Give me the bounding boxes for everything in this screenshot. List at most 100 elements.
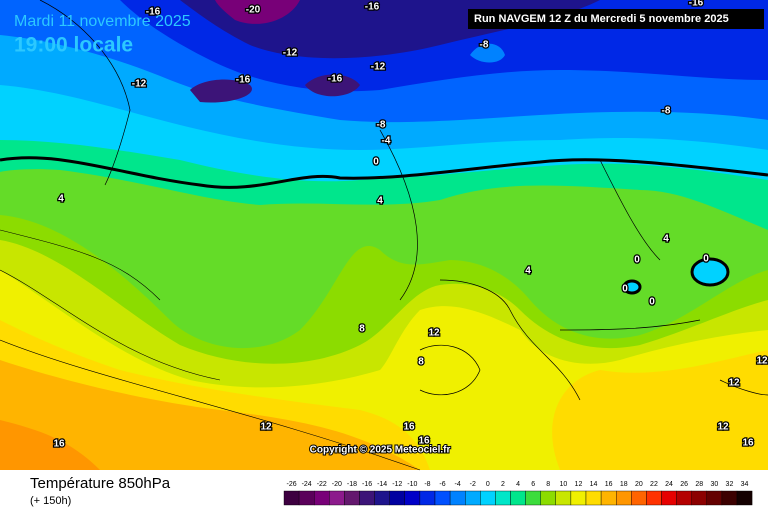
map: -16 -20 -16 -16-8-12-12 -16 -16-12-8-8-404 444… xyxy=(0,0,768,471)
contour-labels: -16 -20 -16 -16-8-12-12 -16 -16-12-8-8-404 444… xyxy=(52,0,768,451)
contour-label: -20 xyxy=(246,5,261,16)
legend-swatch xyxy=(676,490,692,506)
contour-label: -12 xyxy=(283,48,298,59)
contour-label: -4 xyxy=(382,136,391,147)
contour-label: 12 xyxy=(756,356,768,367)
legend-swatch xyxy=(616,490,632,506)
contour-label: -16 xyxy=(236,75,251,86)
legend-swatch xyxy=(736,490,753,506)
contour-label: 8 xyxy=(359,324,365,335)
legend-label: -4 xyxy=(455,481,461,488)
contour-label: 0 xyxy=(649,297,655,308)
run-info: Run NAVGEM 12 Z du Mercredi 5 novembre 2… xyxy=(474,13,729,25)
legend-swatch xyxy=(298,490,315,506)
contour-label: 12 xyxy=(728,378,740,389)
legend-label: 30 xyxy=(710,481,718,488)
legend-label: 22 xyxy=(650,481,658,488)
contour-label: -8 xyxy=(662,106,671,117)
legend-label: 8 xyxy=(546,481,550,488)
legend-label: -12 xyxy=(392,481,402,488)
legend-swatch xyxy=(359,490,375,506)
legend-swatch xyxy=(510,490,526,506)
legend-label: 26 xyxy=(680,481,688,488)
contour-label: 12 xyxy=(260,422,272,433)
coastline xyxy=(39,0,768,401)
legend-label: 4 xyxy=(516,481,520,488)
legend-label: -6 xyxy=(439,481,445,488)
legend-label: 24 xyxy=(665,481,673,488)
contour-label: 0 xyxy=(634,255,640,266)
footer: Température 850hPa (+ 150h) -2 6 -24 -22 -20… xyxy=(30,475,753,507)
temp-zone xyxy=(470,43,505,63)
copyright: Copyright © 2025 Meteociel.fr xyxy=(310,445,451,456)
legend-label: 14 xyxy=(590,481,598,488)
contour-label: -16 xyxy=(146,7,161,18)
contour-label: -16 xyxy=(328,74,343,85)
cold-pocket xyxy=(622,279,642,295)
legend-swatch xyxy=(600,490,617,506)
legend-label: -10 xyxy=(407,481,417,488)
legend-swatch xyxy=(706,490,723,506)
legend-swatch xyxy=(314,490,330,506)
legend-swatch xyxy=(631,490,647,506)
temp-zone xyxy=(215,0,300,24)
legend-label: -2 xyxy=(470,481,476,488)
legend-label: -22 xyxy=(317,481,327,488)
contour-label: 4 xyxy=(58,194,64,205)
contour-label: -16 xyxy=(689,0,704,9)
legend-label: 32 xyxy=(726,481,734,488)
legend-swatch xyxy=(374,490,390,506)
contour-label: -16 xyxy=(365,2,380,13)
temp-zone xyxy=(0,360,420,470)
legend-swatch xyxy=(419,490,436,506)
contour-label: 16 xyxy=(742,438,754,449)
legend-label: -20 xyxy=(332,481,342,488)
legend-label: -14 xyxy=(377,481,387,488)
contour-label: 16 xyxy=(418,436,430,447)
contour-label: 4 xyxy=(525,266,531,277)
legend-label: -24 xyxy=(302,481,312,488)
contour-label: 4 xyxy=(377,196,383,207)
legend-swatch xyxy=(465,490,481,506)
legend-swatch xyxy=(434,490,451,506)
legend-swatch xyxy=(540,490,557,506)
legend-label: 12 xyxy=(575,481,583,488)
contour-label: -8 xyxy=(480,40,489,51)
legend-label: 18 xyxy=(620,481,628,488)
legend-label: 20 xyxy=(635,481,643,488)
contour-label: 0 xyxy=(622,284,628,295)
legend-swatch xyxy=(404,490,421,506)
legend-swatch xyxy=(691,490,708,506)
legend-label: 0 xyxy=(486,481,490,488)
legend-swatch xyxy=(525,490,541,506)
legend-swatch xyxy=(344,490,360,506)
contour-label: 16 xyxy=(403,422,415,433)
legend-swatch xyxy=(585,490,602,506)
footer-subtitle: (+ 150h) xyxy=(30,495,71,507)
contour-label: -12 xyxy=(132,79,147,90)
footer-title: Température 850hPa xyxy=(30,475,171,492)
contour-label: 4 xyxy=(663,234,669,245)
legend-swatch xyxy=(283,490,300,506)
contour-label: 16 xyxy=(53,439,65,450)
legend-swatch xyxy=(389,490,406,506)
contour-label: -8 xyxy=(377,120,386,131)
contour-label: -12 xyxy=(371,62,386,73)
contour-label: 0 xyxy=(373,157,379,168)
isotherm xyxy=(0,229,421,471)
legend-label: -18 xyxy=(347,481,357,488)
legend-swatch xyxy=(449,490,466,506)
legend-swatch xyxy=(555,490,572,506)
color-legend: -26 -24 -22 -20 -18 -16 -14 -12 -10 -8 -6 -4 -2 0 2 4 6 8… xyxy=(283,481,753,506)
legend-label: -16 xyxy=(362,481,372,488)
legend-label: 6 xyxy=(531,481,535,488)
contour-label: 12 xyxy=(717,422,729,433)
legend-label: 2 xyxy=(501,481,505,488)
zero-isotherm xyxy=(0,156,768,189)
temp-zone xyxy=(0,420,100,470)
legend-swatch xyxy=(495,490,511,506)
legend-swatch xyxy=(329,490,345,506)
cold-pocket xyxy=(690,257,730,287)
legend-swatch xyxy=(661,490,677,506)
legend-label: -8 xyxy=(424,481,430,488)
